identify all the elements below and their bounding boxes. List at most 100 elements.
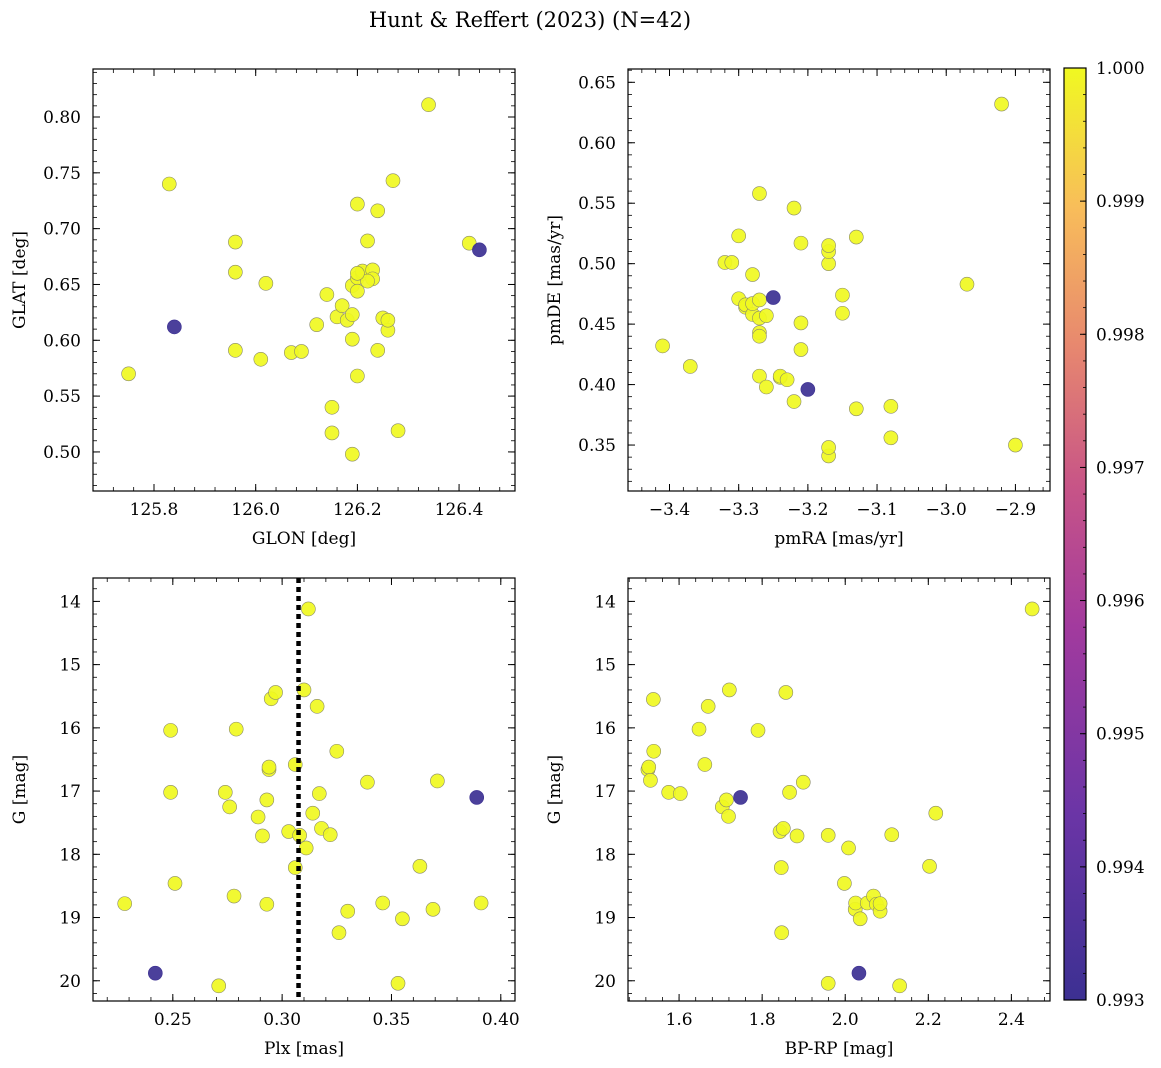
x-axis-label: BP-RP [mag] [785, 1039, 894, 1059]
member-point [340, 903, 356, 919]
member-point [841, 840, 856, 856]
x-tick-label: −3.2 [787, 500, 828, 520]
member-point [641, 759, 657, 775]
member-point [117, 896, 133, 911]
scatter-points [117, 601, 489, 994]
member-point [673, 786, 688, 801]
outlier-point [765, 290, 781, 305]
member-point [837, 876, 852, 891]
member-point [752, 292, 767, 308]
member-point [752, 328, 767, 344]
member-point [350, 283, 365, 299]
member-point [163, 785, 178, 800]
member-point [928, 805, 944, 821]
outlier-point [800, 382, 816, 397]
member-point [345, 307, 360, 322]
x-axis-label: pmRA [mas/yr] [774, 529, 903, 549]
member-point [852, 911, 868, 927]
panel-pmra-pmde: −3.4 −3.3 −3.2 −3.1 −3.0 −2.9 0.35 0.40 0.45 0.50… [545, 68, 1051, 549]
x-tick-label: −3.3 [718, 500, 759, 520]
member-point [848, 401, 864, 417]
colorbar-gradient [1063, 67, 1087, 1001]
y-tick-label: 0.50 [43, 443, 81, 463]
x-tick-label: 1.6 [666, 1010, 693, 1030]
member-point [786, 200, 802, 216]
member-point [298, 840, 314, 856]
member-point [287, 860, 303, 875]
member-point [430, 773, 445, 789]
member-point [309, 699, 325, 714]
member-point [301, 601, 316, 617]
outlier-point [167, 319, 182, 335]
member-point [312, 786, 327, 801]
y-tick-label: 18 [594, 845, 616, 865]
colorbar-tick-label: 0.997 [1096, 458, 1145, 478]
member-point [261, 759, 277, 775]
member-point [473, 895, 489, 911]
plot-frame [627, 577, 1051, 1002]
member-point [759, 308, 774, 323]
x-tick-label: 126.0 [231, 500, 280, 520]
y-tick-label: 16 [594, 719, 616, 739]
member-point [820, 975, 836, 991]
member-point [731, 228, 746, 244]
outlier-point [733, 790, 748, 805]
figure-title: Hunt & Reffert (2023) (N=42) [369, 8, 691, 32]
member-point [1008, 437, 1023, 453]
member-point [848, 229, 864, 245]
member-point [319, 287, 335, 302]
scatter-points [640, 601, 1040, 994]
member-point [691, 721, 707, 737]
member-point [884, 827, 900, 843]
y-tick-label: 0.70 [43, 220, 81, 240]
y-axis-label: GLAT [deg] [10, 231, 30, 329]
colorbar-tick-label: 0.993 [1096, 991, 1145, 1011]
colorbar-tick-label: 0.995 [1096, 725, 1145, 745]
member-point [724, 255, 740, 270]
member-point [309, 317, 325, 332]
x-tick-label: 0.30 [263, 1010, 301, 1030]
y-tick-label: 0.55 [578, 194, 616, 214]
member-point [793, 235, 809, 251]
y-tick-label: 19 [594, 909, 616, 929]
x-tick-label: 2.0 [832, 1010, 859, 1030]
outlier-point [472, 242, 487, 258]
member-point [425, 902, 441, 917]
member-point [350, 266, 365, 281]
member-point [682, 359, 698, 374]
y-tick-label: 14 [59, 592, 81, 612]
y-tick-label: 0.75 [43, 164, 81, 184]
x-tick-label: 126.2 [333, 500, 382, 520]
member-point [922, 859, 937, 874]
member-point [782, 785, 797, 800]
member-point [643, 773, 658, 788]
member-point [773, 860, 789, 875]
member-point [294, 344, 309, 359]
member-point [795, 774, 811, 790]
y-tick-label: 0.60 [43, 331, 81, 351]
x-tick-label: −3.0 [926, 500, 967, 520]
member-point [821, 440, 836, 455]
member-point [821, 238, 836, 253]
member-point [163, 723, 178, 738]
member-point [255, 828, 270, 844]
member-point [994, 96, 1009, 112]
member-point [334, 298, 350, 313]
member-point [268, 685, 283, 700]
member-point [324, 425, 340, 441]
y-tick-label: 0.55 [43, 387, 81, 407]
member-point [380, 312, 396, 328]
x-tick-label: −3.1 [856, 500, 897, 520]
x-tick-label: −2.9 [995, 500, 1036, 520]
member-point [228, 721, 244, 737]
member-point [721, 809, 736, 824]
panel-bprp-g: 1.6 1.8 2.0 2.2 2.4 14 15 16 17 18 19 20 BP-RP [mag]… [545, 577, 1051, 1059]
x-tick-label: −3.4 [649, 500, 690, 520]
member-point [646, 743, 662, 759]
y-axis-label: G [mag] [10, 755, 30, 824]
y-tick-label: 0.60 [578, 134, 616, 154]
member-point [226, 888, 242, 904]
member-point [385, 173, 401, 188]
y-tick-label: 19 [59, 909, 81, 929]
